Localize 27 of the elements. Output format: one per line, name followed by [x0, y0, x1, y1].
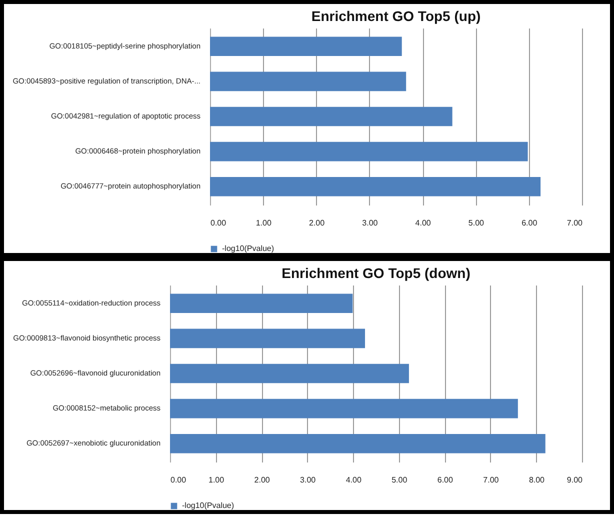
x-tick-label: 1.00: [256, 218, 272, 228]
x-tick-label: 1.00: [208, 476, 225, 484]
x-tick-label: 8.00: [528, 476, 546, 484]
x-tick-label: 9.00: [566, 476, 584, 484]
bar: [170, 364, 409, 384]
x-tick-label: 3.00: [362, 218, 378, 228]
bar: [170, 294, 353, 314]
legend-label: -log10(Pvalue): [222, 244, 274, 253]
x-tick-label: 0.00: [170, 476, 187, 484]
x-tick-label: 5.00: [392, 476, 408, 484]
x-tick-label: 6.00: [437, 476, 454, 484]
x-tick-label: 3.00: [300, 476, 316, 484]
x-tick-label: 0.00: [210, 218, 227, 228]
bar: [170, 328, 366, 348]
x-tick-label: 7.00: [566, 218, 584, 228]
x-tick-label: 5.00: [468, 218, 485, 228]
bar: [170, 434, 546, 454]
chart-title: Enrichment GO Top5 (up): [311, 8, 481, 24]
x-tick-label: 4.00: [346, 476, 362, 484]
chart-title: Enrichment GO Top5 (down): [282, 265, 470, 281]
x-tick-label: 4.00: [415, 218, 432, 228]
x-tick-label: 2.00: [254, 476, 270, 484]
x-tick-label: 6.00: [522, 218, 538, 228]
bar: [170, 398, 518, 418]
x-tick-label: 2.00: [308, 218, 326, 228]
legend-label: -log10(Pvalue): [182, 501, 234, 510]
x-tick-label: 7.00: [483, 476, 500, 484]
